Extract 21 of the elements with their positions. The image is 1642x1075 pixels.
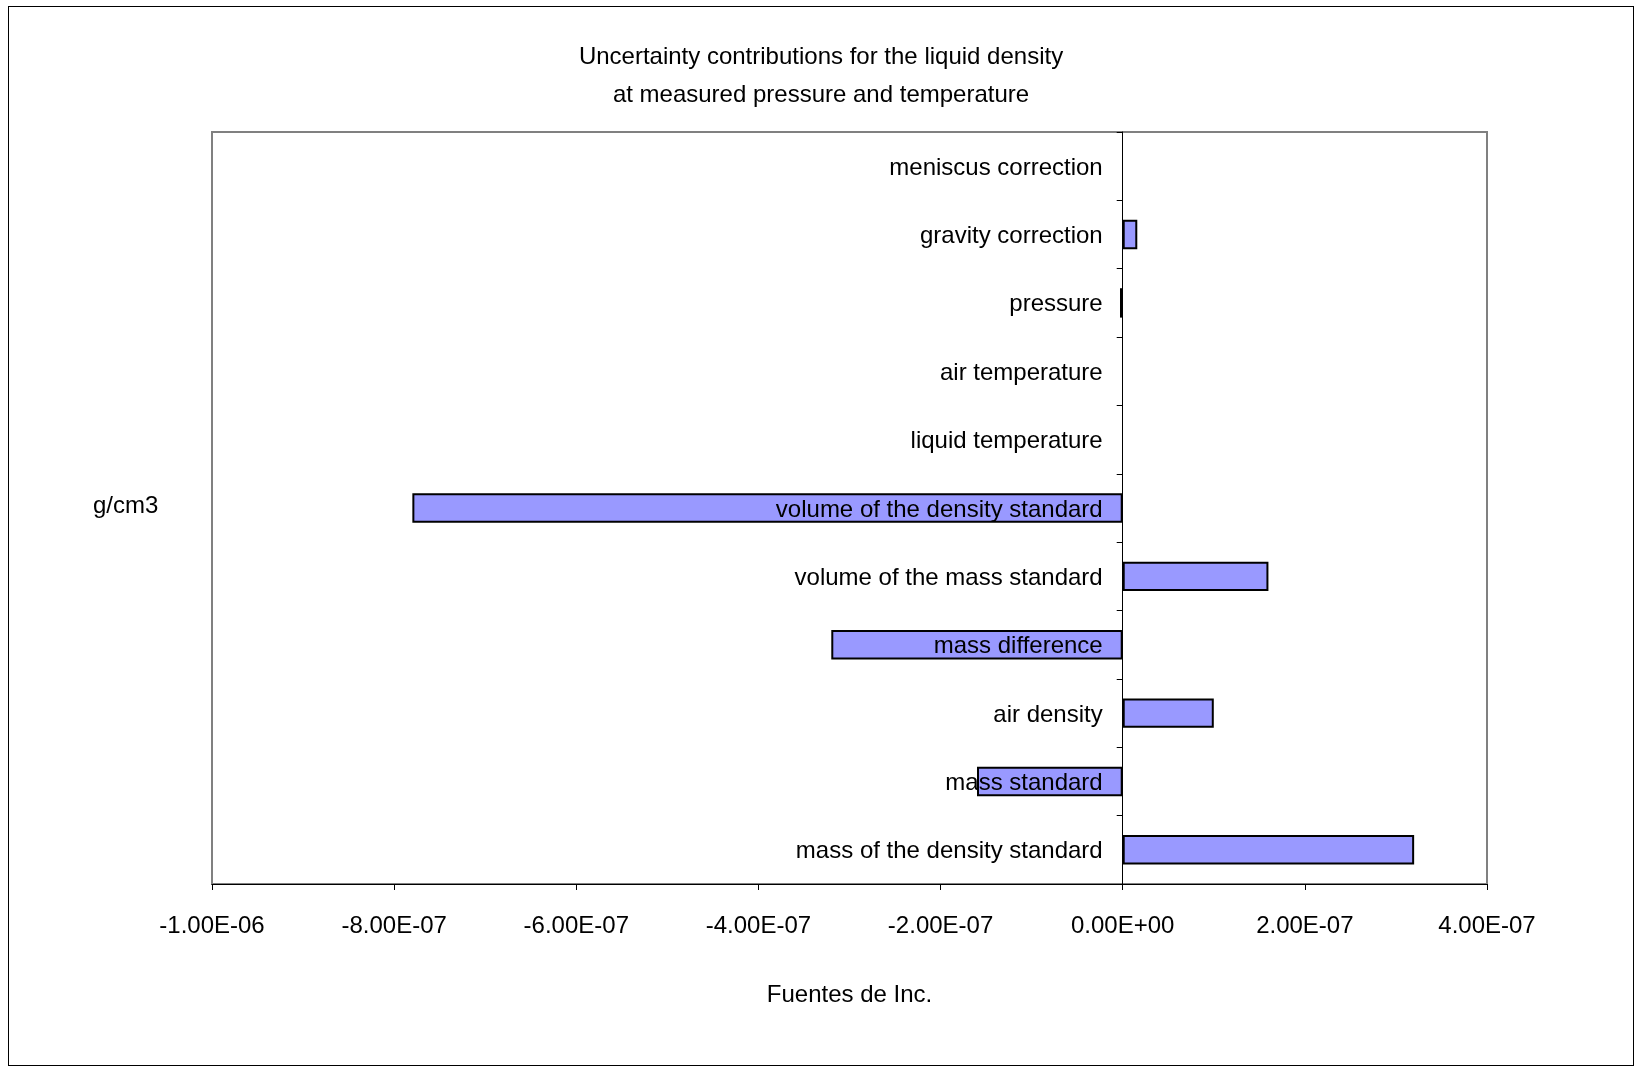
y-tick-label: volume of the mass standard <box>794 562 1103 590</box>
x-axis-title: Fuentes de Inc. <box>766 979 933 1007</box>
chart-title: Uncertainty contributions for the liquid density at measured pressure and temperature <box>578 41 1064 107</box>
x-tick-label: 2.00E-07 <box>1256 910 1354 938</box>
y-tick-label: mass difference <box>933 631 1103 659</box>
y-tick-label: mass of the density standard <box>795 836 1103 864</box>
x-tick-label: -8.00E-07 <box>341 910 447 938</box>
y-axis-title: g/cm3 <box>93 490 159 518</box>
y-tick-label: volume of the density standard <box>775 494 1103 522</box>
x-tick-label: 0.00E+00 <box>1071 910 1175 938</box>
x-tick-label: -2.00E-07 <box>887 910 994 938</box>
x-tick-label: -1.00E-06 <box>159 910 265 938</box>
y-tick-label: air temperature <box>939 357 1103 385</box>
y-tick-label: air density <box>993 699 1103 727</box>
y-tick-label: liquid temperature <box>910 426 1103 454</box>
y-tick-label: gravity correction <box>919 221 1103 249</box>
x-tick-label: -4.00E-07 <box>705 910 812 938</box>
y-tick-label: meniscus correction <box>889 152 1103 180</box>
y-tick-label: pressure <box>1009 289 1103 317</box>
x-tick-label: -6.00E-07 <box>523 910 629 938</box>
x-tick-label: 4.00E-07 <box>1438 910 1536 938</box>
